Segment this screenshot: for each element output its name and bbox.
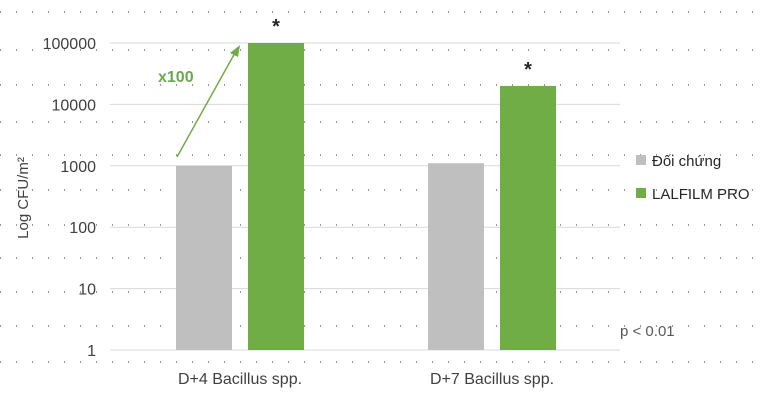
y-tick-label: 100: [69, 220, 96, 237]
y-tick-labels: 1 10 100 1000 10000 100000: [43, 36, 96, 360]
legend-label-lalfilm-pro: LALFILM PRO: [652, 186, 750, 203]
bar-control-2: [428, 163, 484, 350]
bar-lalfilm-pro-1: [248, 43, 304, 350]
significance-marks: **: [272, 16, 532, 81]
legend-swatch-lalfilm-pro: [636, 188, 646, 198]
p-value-note: p < 0.01: [620, 323, 675, 340]
bar-lalfilm-pro-2: [500, 85, 556, 351]
bars: [176, 43, 556, 351]
legend-swatch-control: [636, 155, 646, 165]
y-tick-label: 1000: [60, 159, 96, 176]
increase-arrow: [176, 45, 240, 158]
arrow-line: [176, 50, 237, 158]
y-tick-label: 100000: [43, 36, 96, 53]
y-tick-label: 1: [87, 343, 96, 360]
y-axis-title: Log CFU/m²: [15, 157, 32, 239]
y-tick-label: 10: [78, 282, 96, 299]
significance-mark: *: [524, 59, 532, 81]
x-category-label: D+4 Bacillus spp.: [178, 371, 302, 388]
x-category-label: D+7 Bacillus spp.: [430, 371, 554, 388]
legend: Đối chứng LALFILM PRO: [636, 153, 750, 203]
multiplier-annotation: x100: [158, 69, 194, 86]
y-tick-label: 10000: [52, 97, 97, 114]
significance-mark: *: [272, 16, 280, 38]
x-category-labels: D+4 Bacillus spp. D+7 Bacillus spp.: [178, 371, 554, 388]
arrow-head-icon: [230, 45, 240, 57]
legend-label-control: Đối chứng: [652, 153, 721, 170]
bar-control-1: [176, 165, 232, 350]
